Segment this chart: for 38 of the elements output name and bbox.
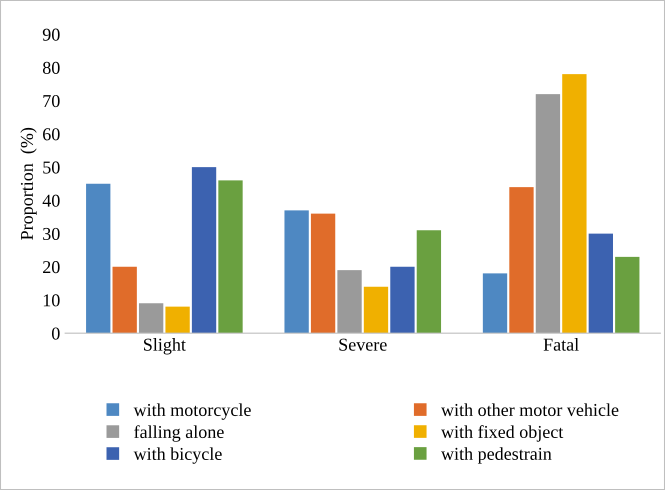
y-axis-title: Proportion (%) <box>20 128 37 240</box>
y-tick-label: 90 <box>42 28 60 41</box>
bar <box>284 210 309 334</box>
y-tick-label: 50 <box>43 161 60 174</box>
bar <box>86 184 110 334</box>
bar <box>364 286 388 334</box>
y-tick-label: 80 <box>42 62 60 74</box>
y-tick-label: 70 <box>43 94 60 108</box>
bar <box>509 187 534 334</box>
x-tick-label: Fatal <box>544 338 579 351</box>
legend-label: with fixed object <box>441 425 564 442</box>
bar <box>310 214 336 334</box>
bar <box>588 234 613 334</box>
bar <box>562 74 587 334</box>
bar <box>192 167 216 334</box>
y-tick-label: 40 <box>42 194 60 207</box>
legend-label: with pedestrain <box>441 447 552 464</box>
y-tick-label: 60 <box>43 128 60 140</box>
bar <box>615 256 640 334</box>
legend-label: falling alone <box>134 425 224 442</box>
bar <box>165 306 190 334</box>
y-tick-label: 30 <box>43 228 60 240</box>
legend-label: with bicycle <box>134 447 222 464</box>
bar <box>337 270 362 334</box>
x-tick-label: Slight <box>144 338 186 354</box>
legend-label: with motorcycle <box>134 403 251 420</box>
legend-label: with other motor vehicle <box>441 403 618 416</box>
bar <box>536 94 560 334</box>
bar <box>390 266 415 334</box>
bar <box>416 230 442 334</box>
bar <box>112 266 137 334</box>
y-tick-label: 20 <box>43 261 60 274</box>
y-tick-label: 0 <box>52 327 60 340</box>
bar <box>482 273 508 334</box>
bar <box>138 303 164 334</box>
y-tick-label: 10 <box>44 294 60 306</box>
bar <box>218 180 243 334</box>
x-tick-label: Severe <box>339 338 387 351</box>
